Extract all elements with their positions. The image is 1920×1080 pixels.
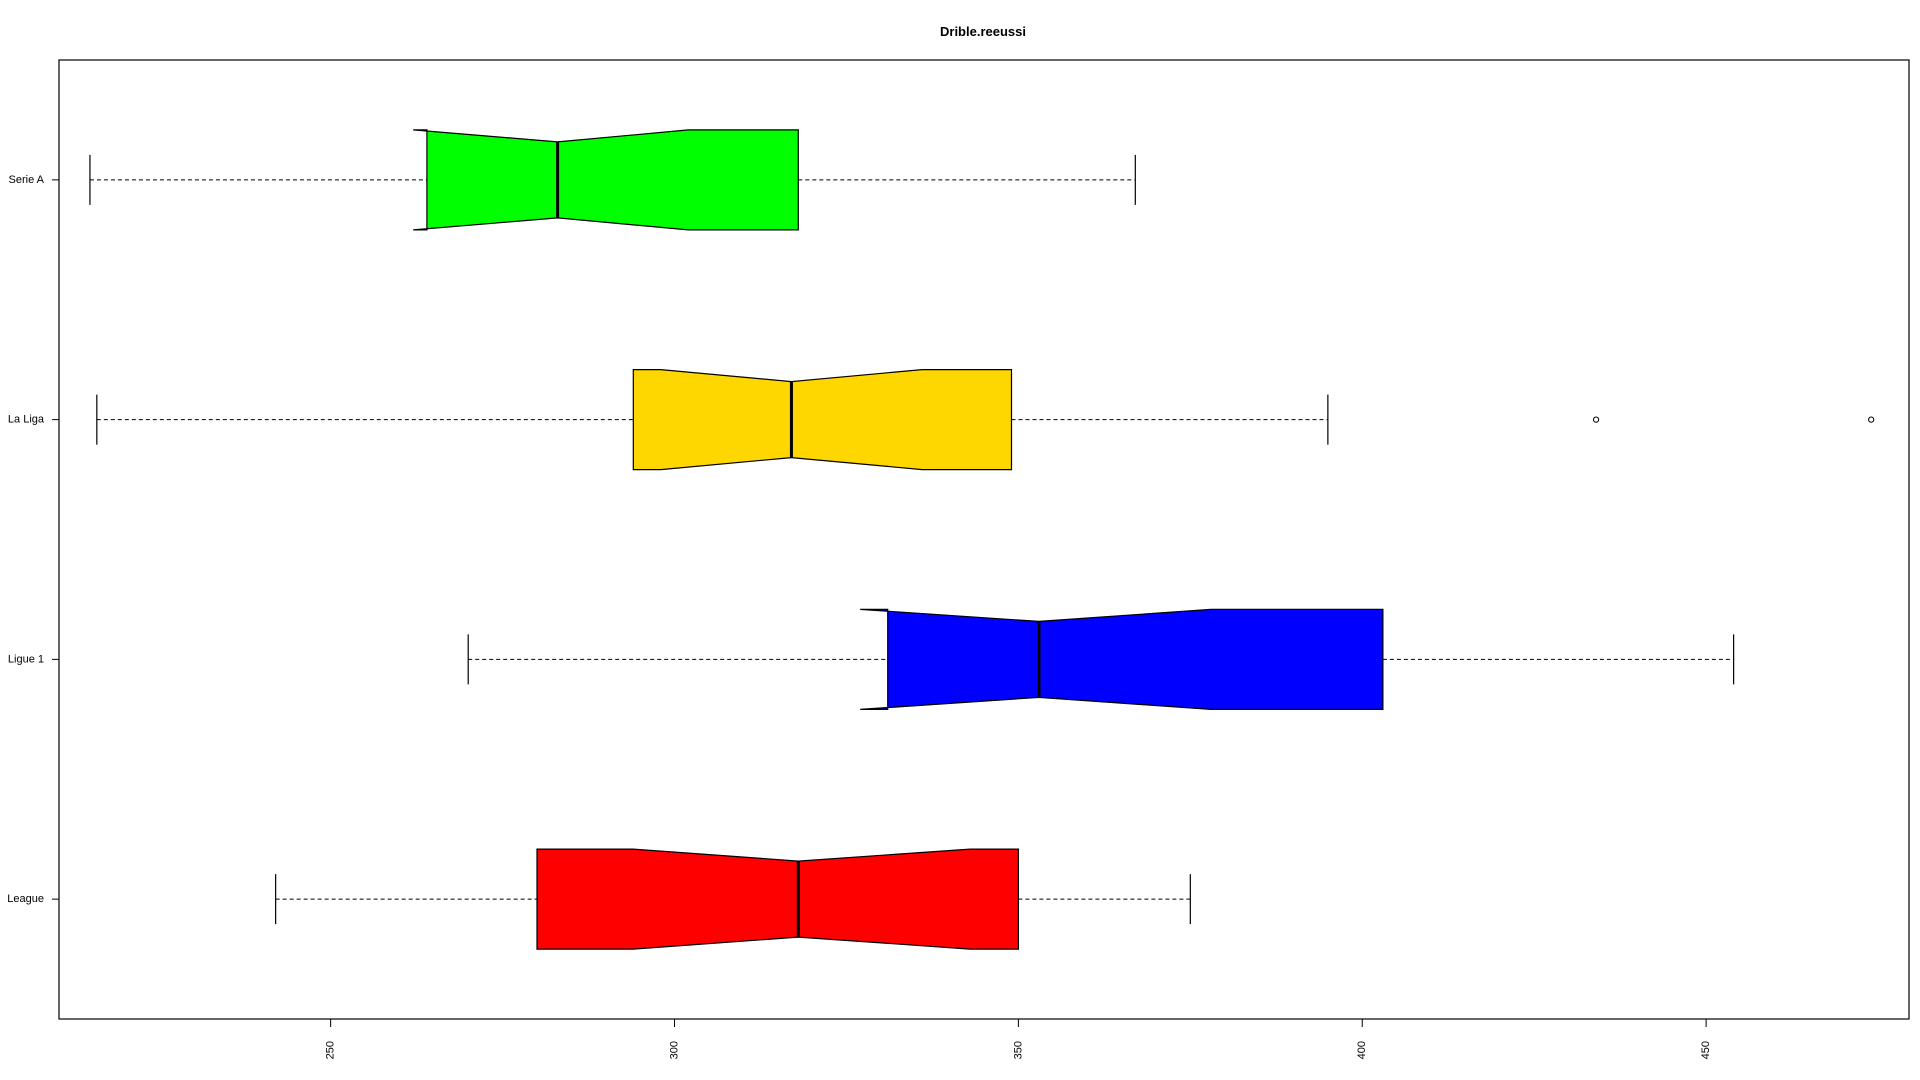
y-tick-label: La Liga — [8, 414, 45, 426]
x-tick-label: 250 — [325, 1041, 337, 1059]
x-tick-label: 450 — [1700, 1041, 1712, 1059]
outlier-point — [1592, 416, 1600, 423]
box-ligue-1 — [860, 608, 1384, 711]
x-tick-label: 350 — [1012, 1041, 1024, 1059]
box-la-liga — [632, 369, 1013, 471]
box-serie-a — [413, 129, 799, 231]
y-tick-label: League — [7, 893, 44, 905]
y-tick-label: Ligue 1 — [8, 653, 44, 665]
chart-title: Drible.reeussi — [940, 24, 1026, 39]
plot-area: 250 300 350 400 450 League Ligue 1 La Liga Serie… — [7, 129, 1875, 1059]
x-tick-label: 400 — [1356, 1041, 1368, 1059]
x-tick-label: 300 — [668, 1041, 680, 1059]
box-league — [536, 848, 1020, 950]
outlier-point — [1868, 416, 1875, 423]
y-tick-label: Serie A — [9, 174, 45, 186]
